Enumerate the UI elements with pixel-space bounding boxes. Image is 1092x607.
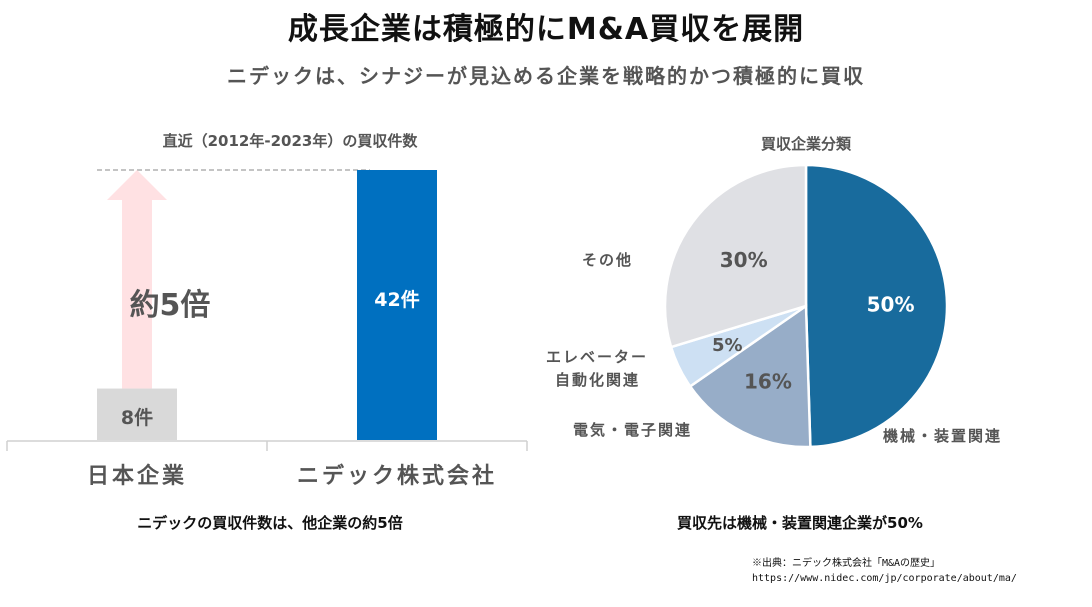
source-url[interactable]: https://www.nidec.com/jp/corporate/about… xyxy=(752,573,1017,584)
pie-caption: 買収先は機械・装置関連企業が50% xyxy=(677,514,923,532)
pie-category-electrical: 電気・電子関連 xyxy=(573,421,693,439)
bar-caption: ニデックの買収件数は、他企業の約5倍 xyxy=(137,514,403,532)
pie-category-elevator-line1: エレベーター xyxy=(546,348,649,366)
bar-chart-title: 直近（2012年-2023年）の買収件数 xyxy=(162,132,418,150)
pie-data-label-0: 50% xyxy=(867,293,915,317)
pie-data-label-1: 16% xyxy=(744,370,792,394)
arrow-up-icon xyxy=(107,170,167,389)
x-tick-label-japan: 日本企業 xyxy=(86,464,187,489)
x-tick-label-nidec: ニデック株式会社 xyxy=(296,464,497,489)
pie-category-machinery: 機械・装置関連 xyxy=(883,427,1003,445)
bar-data-label-nidec: 42件 xyxy=(374,288,419,311)
pie-data-label-2: 5% xyxy=(712,335,743,356)
pie-data-label-3: 30% xyxy=(720,248,768,272)
bar-data-label-japan: 8件 xyxy=(121,406,153,429)
pie-slice-1 xyxy=(688,303,812,449)
source-citation: ※出典：ニデック株式会社「M&Aの歴史」 https://www.nidec.c… xyxy=(752,556,1017,586)
page-subtitle: ニデックは、シナジーが見込める企業を戦略的かつ積極的に買収 xyxy=(227,64,865,88)
bar-japan xyxy=(97,388,177,440)
multiplier-annotation: 約5倍 xyxy=(130,288,211,323)
pie-category-other: その他 xyxy=(582,251,634,269)
pie-chart-title: 買収企業分類 xyxy=(760,135,851,153)
pie-slice-3 xyxy=(663,163,808,349)
page-title: 成長企業は積極的にM&A買収を展開 xyxy=(287,12,805,47)
bar-nidec xyxy=(357,170,437,440)
bar-chart: 8件 42件 約5倍 xyxy=(6,169,528,451)
source-line: ※出典：ニデック株式会社「M&Aの歴史」 xyxy=(752,558,941,569)
pie-category-elevator-line2: 自動化関連 xyxy=(555,371,641,389)
pie-slice-0 xyxy=(804,163,949,449)
pie-chart: 50% 16%5% 30% xyxy=(663,163,949,449)
